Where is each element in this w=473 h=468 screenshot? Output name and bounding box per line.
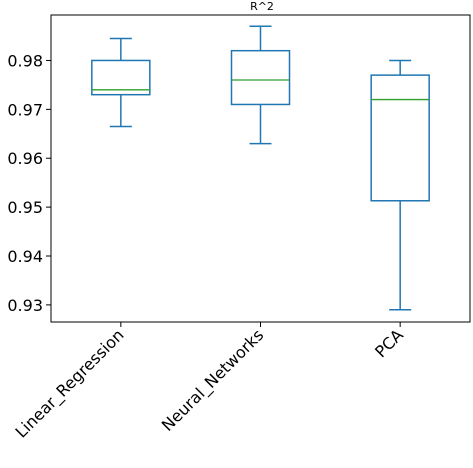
y-tick-label: 0.97 — [7, 100, 43, 119]
y-tick-label: 0.95 — [7, 198, 43, 217]
x-tick-label-pca: PCA — [371, 325, 407, 361]
y-tick-label: 0.98 — [7, 51, 43, 70]
x-tick-label-neural-networks: Neural_Networks — [158, 325, 268, 435]
box-linear-regression — [91, 59, 151, 96]
y-tick-label: 0.96 — [7, 149, 43, 168]
box-neural-networks — [230, 49, 291, 106]
y-tick-label: 0.94 — [7, 247, 43, 266]
y-tick-label: 0.93 — [7, 296, 43, 315]
x-tick-label-linear-regression: Linear_Regression — [12, 325, 129, 442]
plot-area: 0.93 0.94 0.95 0.96 0.97 0.98 Linear_Regressio… — [7, 14, 471, 442]
box-pca — [370, 74, 430, 202]
chart-title: R^2 — [250, 0, 274, 13]
